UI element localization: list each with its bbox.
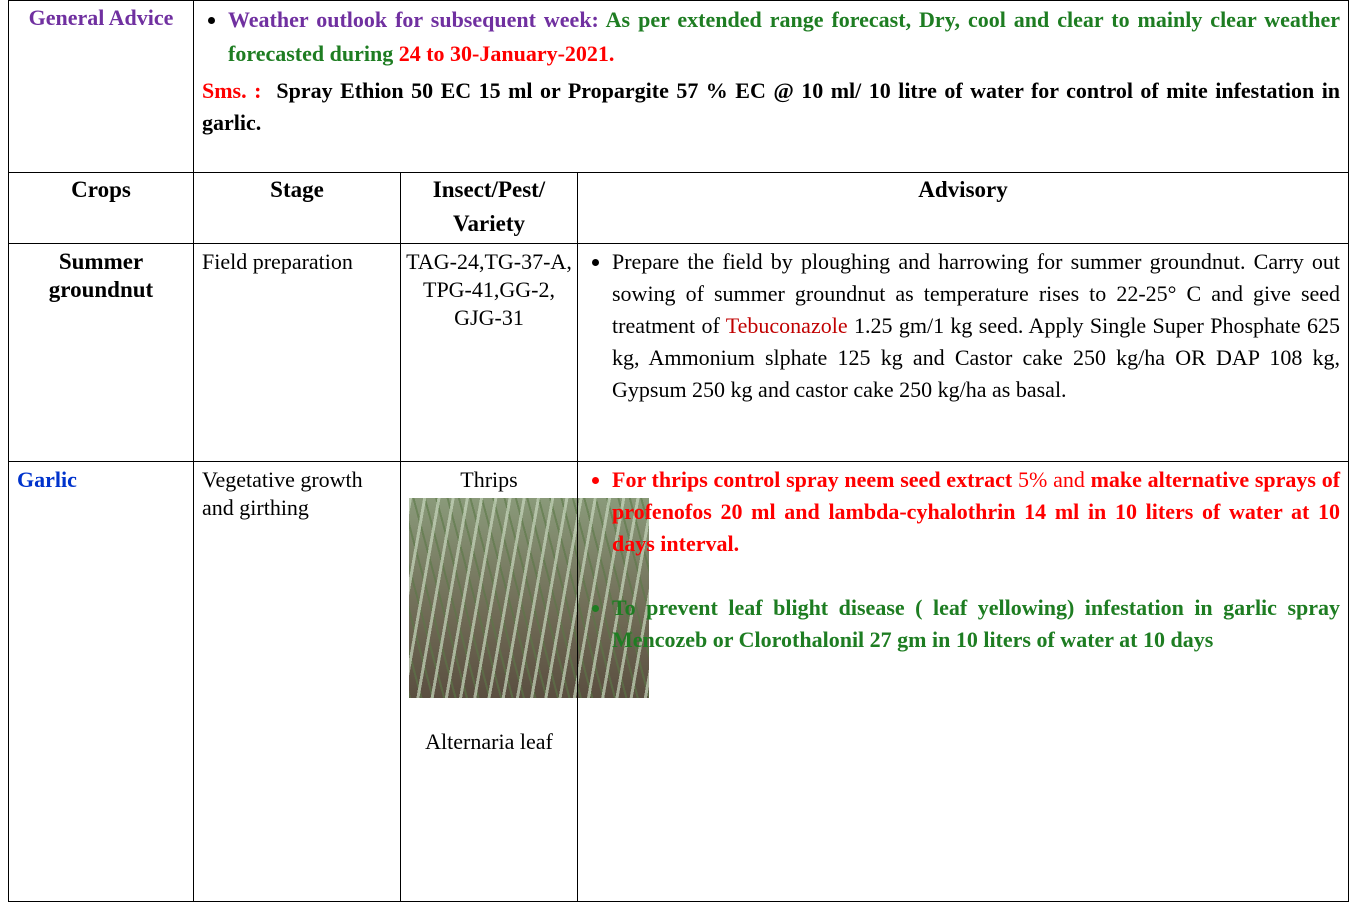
outlook-heading: Weather outlook for subsequent week: xyxy=(228,7,599,32)
sms: Sms. : Spray Ethion 50 EC 15 ml or Propa… xyxy=(202,71,1340,139)
crop: Garlic xyxy=(9,462,194,902)
sms-text: Spray Ethion 50 EC 15 ml or Propargite 5… xyxy=(202,78,1340,135)
stage: Vegetative growth and girthing xyxy=(194,462,401,902)
advisory-item: For thrips control spray neem seed extra… xyxy=(612,464,1340,560)
label: General Advice xyxy=(29,5,174,30)
advisory-item: Prepare the field by ploughing and harro… xyxy=(612,246,1340,406)
general-advice-row: General Advice Weather outlook for subse… xyxy=(9,1,1349,173)
text: For thrips control spray neem seed extra… xyxy=(612,467,1012,492)
advisory-table: General Advice Weather outlook for subse… xyxy=(8,0,1349,902)
stage: Field preparation xyxy=(194,244,401,462)
pest: TAG-24,TG-37-A, TPG-41,GG-2, GJG-31 xyxy=(401,244,578,462)
outlook-dates: 24 to 30-January-2021. xyxy=(399,41,615,66)
header-row: Crops Stage Insect/Pest/ Variety Advisor… xyxy=(9,173,1349,244)
header: Advisory xyxy=(578,173,1349,244)
header: Insect/Pest/ Variety xyxy=(401,173,578,244)
header: Stage xyxy=(194,173,401,244)
outlook: Weather outlook for subsequent week: As … xyxy=(228,3,1340,71)
pest-name: Thrips xyxy=(409,466,569,494)
advisory: Prepare the field by ploughing and harro… xyxy=(578,244,1349,462)
advisory-item: To prevent leaf blight disease ( leaf ye… xyxy=(612,592,1340,656)
header: Crops xyxy=(9,173,194,244)
row: Summer groundnut Field preparation TAG-2… xyxy=(9,244,1349,462)
advisory: For thrips control spray neem seed extra… xyxy=(578,462,1349,902)
page: General Advice Weather outlook for subse… xyxy=(0,0,1356,880)
pest: Thrips Alternaria leaf xyxy=(401,462,578,902)
text: 5% and xyxy=(1012,467,1090,492)
text: Tebuconazole xyxy=(726,313,848,338)
crop: Summer groundnut xyxy=(9,244,194,462)
outlook-list: Weather outlook for subsequent week: As … xyxy=(202,3,1340,71)
pest-name: Alternaria leaf xyxy=(409,728,569,756)
sms-label: Sms. : xyxy=(202,78,261,103)
text: To prevent leaf blight disease ( leaf ye… xyxy=(612,595,1340,652)
advisory-list: Prepare the field by ploughing and harro… xyxy=(586,246,1340,406)
advisory-list: For thrips control spray neem seed extra… xyxy=(586,464,1340,656)
row: Garlic Vegetative growth and girthing Th… xyxy=(9,462,1349,902)
general-advice-body: Weather outlook for subsequent week: As … xyxy=(194,1,1349,173)
general-advice-label: General Advice xyxy=(9,1,194,173)
